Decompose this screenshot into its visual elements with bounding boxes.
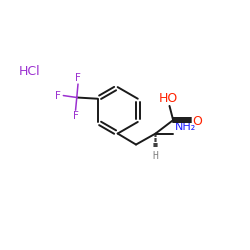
Text: F: F xyxy=(54,90,60,101)
Text: HCl: HCl xyxy=(19,65,40,78)
Text: F: F xyxy=(75,73,81,83)
Text: F: F xyxy=(72,112,78,122)
Text: O: O xyxy=(193,115,202,128)
Text: NH₂: NH₂ xyxy=(174,122,196,132)
Text: H: H xyxy=(152,151,158,161)
Text: HO: HO xyxy=(159,92,178,105)
